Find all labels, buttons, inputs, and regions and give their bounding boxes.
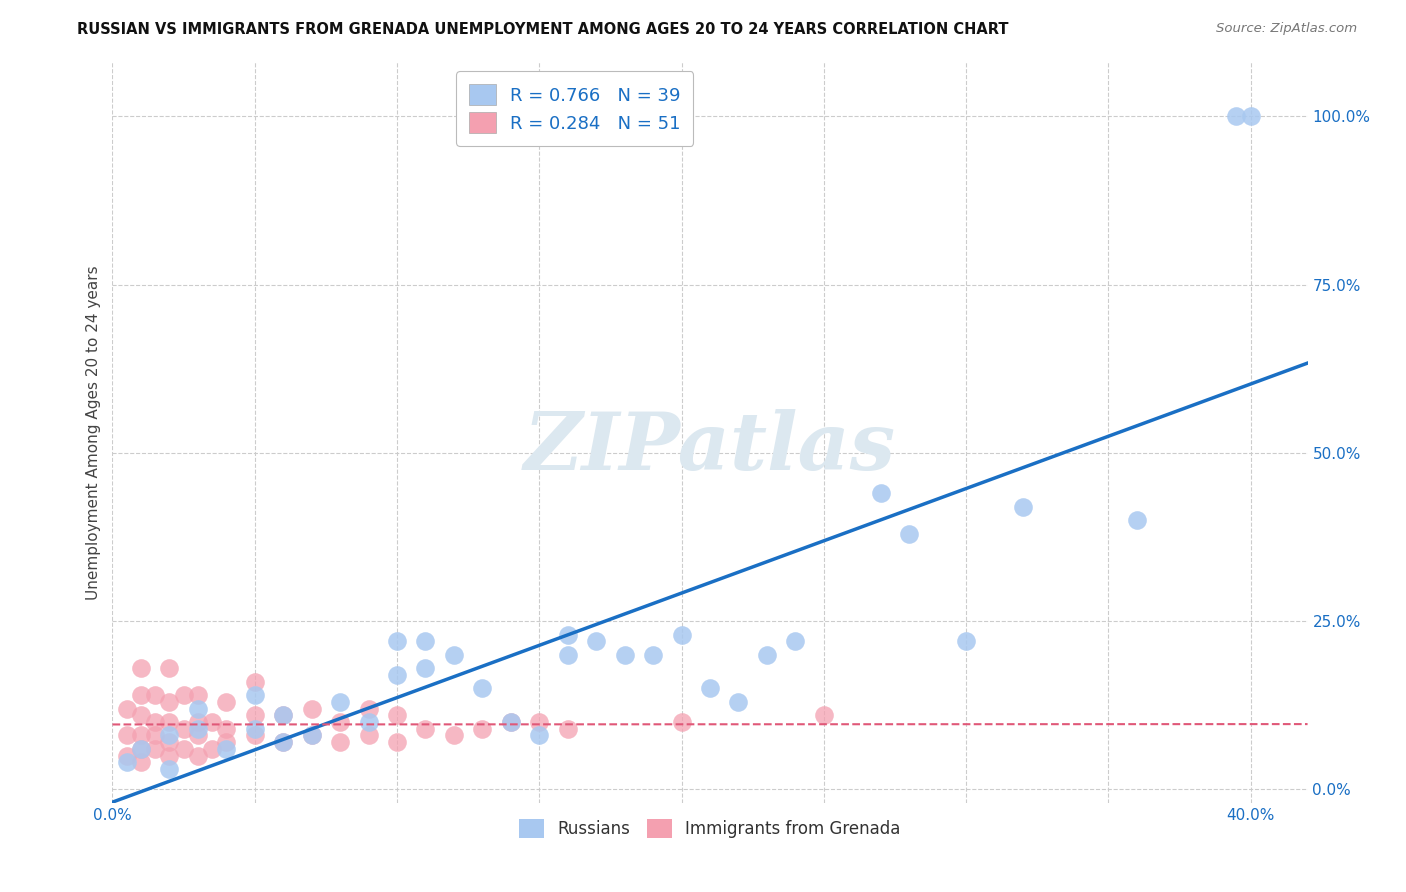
Point [613,648,636,662]
Text: RUSSIAN VS IMMIGRANTS FROM GRENADA UNEMPLOYMENT AMONG AGES 20 TO 24 YEARS CORREL: RUSSIAN VS IMMIGRANTS FROM GRENADA UNEMP… [77,22,1010,37]
Point [143,714,166,729]
Point [243,688,266,702]
Point [699,681,721,696]
Point [129,661,152,675]
Point [357,729,380,743]
Point [443,729,465,743]
Point [187,729,209,743]
Point [529,714,551,729]
Point [215,722,238,736]
Point [173,688,195,702]
Point [471,722,494,736]
Point [499,714,522,729]
Point [1240,109,1263,123]
Text: Source: ZipAtlas.com: Source: ZipAtlas.com [1216,22,1357,36]
Point [157,729,180,743]
Point [585,634,607,648]
Point [115,748,138,763]
Point [157,695,180,709]
Y-axis label: Unemployment Among Ages 20 to 24 years: Unemployment Among Ages 20 to 24 years [86,265,101,600]
Point [471,681,494,696]
Point [243,729,266,743]
Point [529,729,551,743]
Point [869,486,891,500]
Point [201,714,224,729]
Legend: Russians, Immigrants from Grenada: Russians, Immigrants from Grenada [510,810,910,847]
Point [557,627,579,641]
Point [157,735,180,749]
Point [385,668,408,682]
Point [143,742,166,756]
Point [129,688,152,702]
Point [443,648,465,662]
Point [129,756,152,770]
Point [1126,513,1149,527]
Point [329,735,352,749]
Point [115,729,138,743]
Point [157,748,180,763]
Point [415,634,437,648]
Point [173,722,195,736]
Point [557,722,579,736]
Point [671,714,693,729]
Point [329,695,352,709]
Point [157,661,180,675]
Point [301,701,323,715]
Point [301,729,323,743]
Point [187,701,209,715]
Point [187,714,209,729]
Point [1012,500,1035,514]
Point [173,742,195,756]
Point [143,729,166,743]
Point [755,648,778,662]
Text: ZIPatlas: ZIPatlas [524,409,896,486]
Point [215,742,238,756]
Point [727,695,749,709]
Point [271,708,294,723]
Point [898,526,921,541]
Point [271,708,294,723]
Point [671,627,693,641]
Point [129,742,152,756]
Point [385,634,408,648]
Point [557,648,579,662]
Point [955,634,977,648]
Point [1225,109,1247,123]
Point [187,722,209,736]
Point [129,708,152,723]
Point [143,688,166,702]
Point [215,735,238,749]
Point [415,661,437,675]
Point [129,742,152,756]
Point [415,722,437,736]
Point [357,701,380,715]
Point [813,708,835,723]
Point [243,674,266,689]
Point [329,714,352,729]
Point [301,729,323,743]
Point [271,735,294,749]
Point [243,722,266,736]
Point [243,708,266,723]
Point [115,701,138,715]
Point [215,695,238,709]
Point [201,742,224,756]
Point [157,762,180,776]
Point [643,648,665,662]
Point [271,735,294,749]
Point [385,735,408,749]
Point [357,714,380,729]
Point [157,714,180,729]
Point [187,688,209,702]
Point [115,756,138,770]
Point [385,708,408,723]
Point [785,634,807,648]
Point [499,714,522,729]
Point [129,729,152,743]
Point [187,748,209,763]
